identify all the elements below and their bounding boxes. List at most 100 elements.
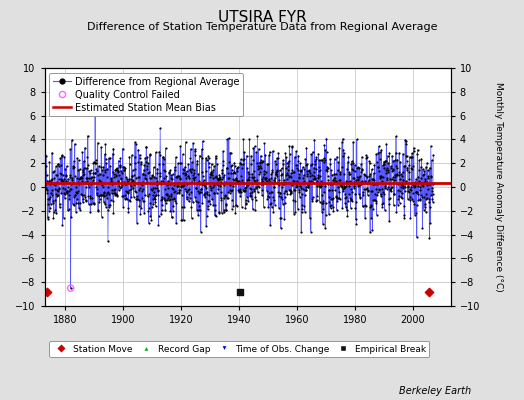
Point	[104, 207, 112, 213]
Point	[154, 222, 162, 228]
Point	[172, 154, 180, 160]
Point	[165, 197, 173, 203]
Text: Berkeley Earth: Berkeley Earth	[399, 386, 472, 396]
Point	[159, 175, 168, 181]
Point	[108, 179, 116, 186]
Point	[87, 201, 95, 208]
Point	[60, 175, 68, 182]
Point	[126, 180, 134, 186]
Point	[185, 191, 193, 197]
Point	[343, 178, 352, 185]
Point	[223, 175, 232, 181]
Point	[217, 176, 226, 182]
Point	[297, 167, 305, 174]
Point	[349, 167, 357, 174]
Point	[321, 157, 329, 164]
Point	[247, 161, 255, 168]
Point	[250, 176, 258, 183]
Point	[336, 171, 345, 178]
Point	[148, 172, 157, 179]
Point	[335, 196, 344, 202]
Point	[272, 169, 280, 175]
Point	[280, 176, 288, 183]
Point	[175, 190, 183, 196]
Point	[244, 198, 253, 205]
Point	[269, 209, 278, 216]
Point	[277, 193, 285, 200]
Point	[189, 172, 198, 178]
Point	[42, 186, 51, 192]
Point	[337, 180, 345, 186]
Point	[292, 178, 301, 184]
Point	[261, 152, 269, 158]
Point	[151, 203, 160, 210]
Point	[168, 214, 176, 220]
Point	[289, 178, 297, 184]
Point	[282, 154, 291, 161]
Point	[414, 191, 422, 198]
Point	[280, 216, 288, 222]
Point	[265, 152, 273, 158]
Point	[315, 198, 324, 205]
Point	[287, 187, 295, 194]
Point	[226, 163, 235, 170]
Point	[233, 202, 241, 209]
Point	[377, 146, 386, 153]
Point	[387, 176, 396, 182]
Point	[167, 192, 176, 199]
Point	[369, 181, 377, 187]
Point	[346, 186, 355, 192]
Point	[82, 197, 90, 204]
Point	[240, 149, 248, 155]
Point	[129, 178, 138, 185]
Point	[145, 169, 154, 176]
Point	[146, 213, 155, 220]
Point	[230, 160, 238, 166]
Point	[106, 202, 114, 208]
Point	[45, 158, 53, 165]
Point	[54, 192, 62, 198]
Point	[381, 167, 390, 174]
Point	[303, 184, 312, 190]
Point	[111, 185, 119, 192]
Point	[334, 159, 343, 165]
Point	[141, 155, 149, 161]
Point	[106, 163, 115, 169]
Point	[302, 187, 310, 193]
Point	[340, 150, 348, 157]
Point	[138, 198, 147, 204]
Point	[226, 149, 235, 156]
Point	[169, 202, 178, 209]
Point	[82, 175, 91, 181]
Point	[232, 177, 240, 184]
Point	[134, 146, 143, 153]
Point	[158, 154, 167, 160]
Point	[307, 228, 315, 235]
Point	[193, 188, 202, 194]
Point	[188, 175, 196, 182]
Point	[69, 201, 77, 207]
Point	[141, 174, 149, 181]
Point	[230, 169, 238, 175]
Point	[157, 197, 165, 203]
Point	[163, 192, 171, 198]
Point	[97, 182, 106, 188]
Point	[157, 178, 165, 185]
Point	[357, 169, 365, 176]
Point	[258, 181, 267, 187]
Point	[323, 163, 332, 170]
Point	[376, 156, 384, 163]
Point	[178, 217, 186, 223]
Point	[144, 193, 152, 200]
Point	[356, 195, 364, 201]
Point	[321, 224, 329, 231]
Point	[69, 164, 78, 170]
Point	[43, 177, 52, 184]
Point	[172, 200, 181, 206]
Point	[118, 145, 127, 152]
Point	[424, 196, 433, 202]
Point	[50, 175, 59, 182]
Point	[96, 192, 104, 198]
Point	[107, 176, 115, 182]
Point	[182, 171, 190, 177]
